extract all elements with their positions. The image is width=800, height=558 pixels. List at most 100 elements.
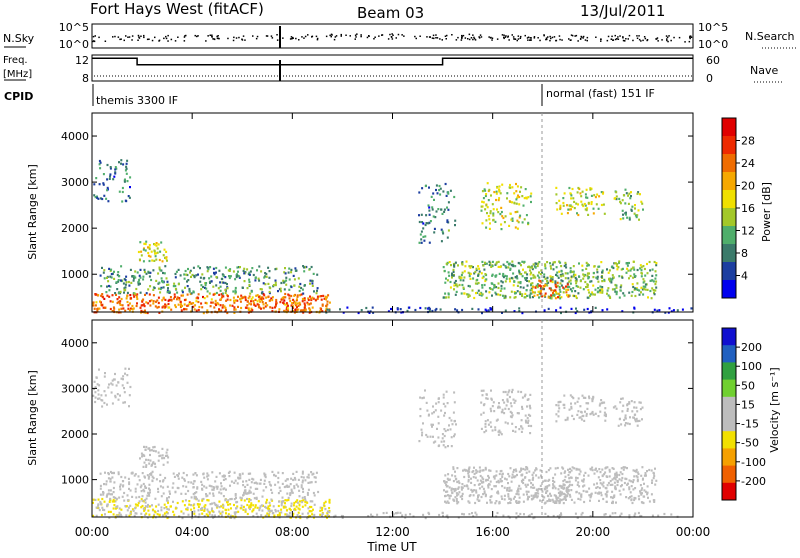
scatter-cell	[217, 287, 220, 290]
scatter-cell	[292, 298, 295, 301]
scatter-cell	[551, 278, 554, 281]
scatter-cell	[256, 269, 258, 272]
noise-point	[154, 36, 156, 39]
scatter-cell	[501, 485, 504, 488]
scatter-cell	[449, 189, 452, 192]
scatter-cell	[494, 291, 497, 294]
scatter-cell	[234, 291, 237, 294]
noise-point	[174, 40, 177, 42]
scatter-cell	[553, 261, 556, 264]
noise-point	[216, 35, 218, 38]
noise-point	[177, 36, 179, 38]
scatter-cell	[596, 470, 599, 473]
scatter-cell	[277, 504, 280, 508]
scatter-cell	[185, 308, 188, 311]
scatter-cell	[194, 515, 197, 518]
scatter-cell	[472, 494, 475, 497]
scatter-cell	[619, 401, 622, 404]
scatter-cell	[114, 292, 117, 295]
scatter-cell	[510, 290, 513, 293]
noise-point	[568, 38, 570, 40]
scatter-cell	[432, 423, 434, 426]
scatter-cell	[534, 291, 536, 294]
scatter-cell	[247, 492, 250, 495]
scatter-cell	[159, 480, 161, 483]
scatter-cell	[176, 296, 179, 299]
scatter-cell	[522, 286, 525, 289]
scatter-cell	[640, 269, 643, 272]
scatter-cell	[494, 426, 497, 429]
noise-point	[419, 35, 421, 37]
scatter-cell	[433, 411, 435, 414]
noise-point	[491, 39, 493, 41]
scatter-cell	[310, 505, 313, 509]
scatter-cell	[295, 505, 298, 508]
scatter-cell	[600, 399, 603, 402]
scatter-cell	[240, 499, 243, 502]
scatter-cell	[432, 215, 435, 218]
scatter-cell	[576, 191, 579, 194]
scatter-cell	[148, 492, 150, 495]
scatter-cell	[122, 375, 125, 378]
scatter-cell	[597, 287, 600, 290]
scatter-cell	[555, 292, 558, 295]
scatter-cell	[183, 298, 186, 302]
scatter-cell	[419, 407, 422, 411]
scatter-cell	[570, 197, 573, 200]
noise-point	[138, 37, 141, 39]
scatter-cell	[527, 221, 530, 224]
scatter-cell	[490, 194, 492, 197]
scatter-cell	[288, 278, 291, 281]
scatter-cell	[560, 492, 563, 495]
scatter-cell	[270, 498, 273, 501]
scatter-cell	[487, 484, 490, 487]
scatter-cell	[620, 423, 623, 426]
scatter-cell	[277, 481, 280, 484]
scatter-cell	[510, 411, 513, 415]
scatter-cell	[201, 306, 204, 309]
scatter-cell	[614, 472, 617, 475]
scatter-cell	[257, 303, 260, 307]
scatter-cell	[559, 297, 562, 300]
scatter-cell	[444, 495, 446, 498]
scatter-cell	[544, 485, 547, 488]
scatter-cell	[107, 280, 110, 283]
scatter-cell	[442, 396, 445, 399]
scatter-cell	[300, 475, 303, 479]
scatter-cell	[112, 496, 115, 499]
scatter-cell	[226, 500, 229, 503]
scatter-cell	[557, 276, 560, 279]
scatter-cell	[136, 271, 139, 274]
scatter-cell	[515, 190, 518, 193]
scatter-cell	[639, 408, 642, 411]
x-tick-label: 04:00	[175, 525, 210, 539]
scatter-cell	[563, 264, 566, 268]
scatter-cell	[128, 367, 130, 370]
scatter-cell	[463, 513, 465, 516]
scatter-cell	[148, 488, 151, 491]
scatter-cell	[424, 223, 427, 227]
scatter-cell	[264, 505, 267, 508]
scatter-cell	[101, 497, 104, 501]
scatter-cell	[598, 499, 600, 502]
scatter-cell	[651, 514, 654, 517]
scatter-cell	[633, 268, 636, 271]
scatter-cell	[279, 489, 282, 492]
scatter-cell	[590, 194, 593, 197]
scatter-cell	[486, 397, 489, 400]
scatter-cell	[250, 502, 253, 505]
scatter-cell	[309, 481, 312, 484]
scatter-cell	[321, 514, 323, 517]
scatter-cell	[296, 306, 298, 309]
scatter-cell	[244, 491, 247, 494]
scatter-cell	[484, 466, 487, 469]
scatter-cell	[211, 488, 214, 491]
scatter-cell	[438, 184, 441, 188]
scatter-cell	[586, 296, 589, 299]
scatter-cell	[259, 288, 262, 291]
noise-point	[137, 34, 140, 37]
scatter-cell	[234, 493, 237, 496]
scatter-cell	[98, 397, 101, 400]
scatter-cell	[566, 490, 569, 494]
noise-point	[241, 39, 244, 41]
